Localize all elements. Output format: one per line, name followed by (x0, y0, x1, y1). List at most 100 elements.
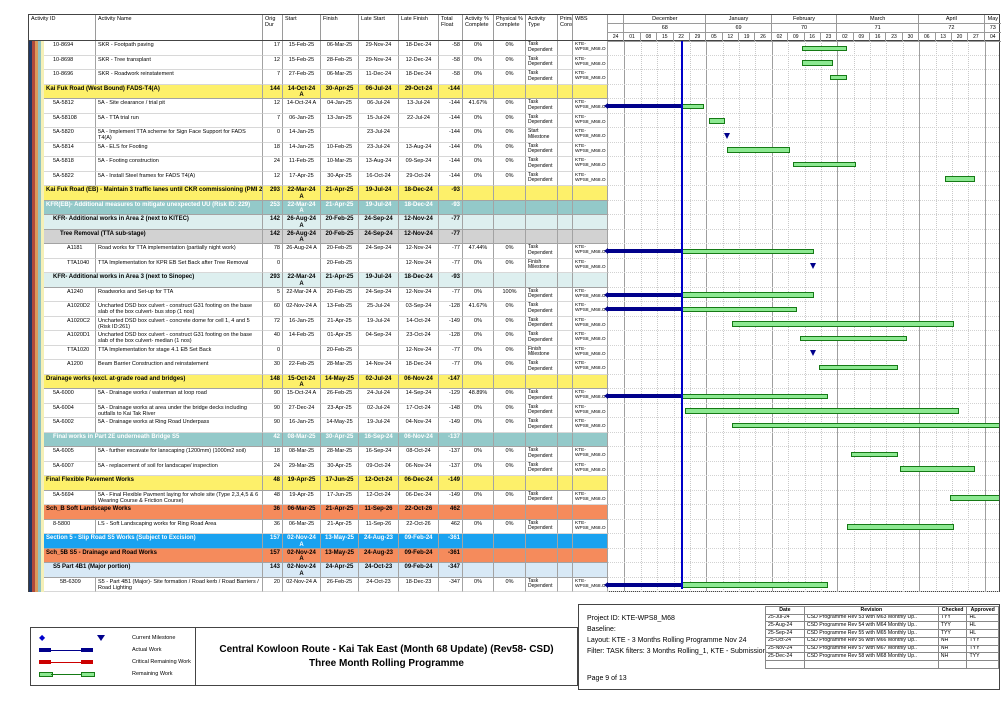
revision-row: 25-Sep-24 CSD Programme Rev 55 with M65 M… (765, 629, 999, 638)
cell-finish: 13-May-25 (321, 548, 359, 563)
remaining-work-bar (792, 161, 856, 167)
row-data: Kai Fuk Road (EB) - Maintain 3 traffic l… (29, 186, 608, 201)
cell-activity-type: Start Milestone (526, 128, 558, 143)
group-row: S5 Part 4B1 (Major portion) 143 02-Nov-24 … (29, 563, 999, 578)
revision-cell: CSD Programme Rev 54 with M64 Monthly Up… (803, 621, 939, 631)
task-row: 5A-6004 5A - Drainage works at area under… (29, 403, 999, 418)
legend-swatch-actual-work (37, 646, 132, 654)
cell-activity-pct: 0% (463, 331, 494, 346)
actual-work-bar (604, 291, 681, 298)
cell-activity-id: TTA1040 (29, 258, 96, 273)
gantt-gridline (837, 41, 839, 592)
cell-wbs (573, 200, 608, 215)
cell-activity-id: 5A-5694 (29, 490, 96, 505)
cell-orig-dur: 7 (263, 70, 283, 85)
cell-late-start: 24-Sep-24 (359, 287, 399, 302)
cell-activity-pct: 0% (463, 316, 494, 331)
cell-prima-const (558, 548, 573, 563)
cell-activity-pct (463, 563, 494, 578)
legend-swatch-remaining-work (37, 670, 132, 678)
cell-activity-pct (463, 548, 494, 563)
col-header-orig-dur: Orig Dur (263, 15, 283, 40)
row-data: TTA1020 TTA Implementation for stage 4.1 … (29, 345, 608, 360)
cell-physical-pct (494, 200, 526, 215)
cell-finish (321, 128, 359, 143)
cell-activity-name: Road works for TTA implementation (parti… (96, 244, 263, 259)
cell-activity-type: Finish Milestone (526, 258, 558, 273)
gantt-gridline (739, 41, 740, 592)
cell-total-float: -129 (439, 389, 463, 404)
revision-cell: TYY (966, 636, 999, 646)
cell-wbs (573, 84, 608, 99)
cell-orig-dur: 18 (263, 447, 283, 462)
gantt-gridline (902, 41, 904, 592)
cell-late-start: 24-Aug-23 (359, 548, 399, 563)
cell-physical-pct: 100% (494, 287, 526, 302)
cell-start: 02-Nov-24 A (283, 302, 321, 317)
cell-physical-pct (494, 432, 526, 447)
timeline-week: 09 (788, 33, 805, 42)
cell-activity-name: SKR - Footpath paving (96, 41, 263, 56)
task-row: 5A-5820 5A - Implement TTA scheme for Sig… (29, 128, 999, 143)
remaining-work-bar (680, 292, 814, 298)
legend-item-label: Current Milestone (132, 635, 176, 641)
wbs-stripe-5 (41, 41, 44, 592)
cell-activity-pct: 41.67% (463, 99, 494, 114)
cell-activity-name: S5 - Part 4B1 (Major)- Site formation / … (96, 577, 263, 592)
task-row: 8-5800 LS - Soft Landscaping works for Ri… (29, 519, 999, 534)
cell-activity-pct: 0% (463, 41, 494, 56)
cell-physical-pct: 0% (494, 403, 526, 418)
timeline-week-dates: 24 01 08 15 22 29 05 12 19 26 02 09 16 23 02 09 16 23 30 06… (608, 33, 1001, 42)
col-header-activity-type: Activity Type (526, 15, 558, 40)
cell-late-start: 04-Sep-24 (359, 331, 399, 346)
cell-late-start: 24-Sep-24 (359, 215, 399, 230)
gantt-row (604, 244, 999, 259)
cell-activity-name: SKR - Tree transplant (96, 55, 263, 70)
cell-orig-dur: 0 (263, 128, 283, 143)
revision-cell: HL (966, 621, 999, 631)
cell-activity-id: 5A-5820 (29, 128, 96, 143)
cell-activity-type (526, 476, 558, 491)
cell-finish: 21-Apr-25 (321, 519, 359, 534)
gantt-row (608, 418, 999, 433)
timeline-week: 23 (820, 33, 838, 42)
cell-late-finish: 22-Oct-26 (399, 519, 439, 534)
cell-finish: 28-Mar-25 (321, 447, 359, 462)
cell-activity-type (526, 84, 558, 99)
cell-physical-pct (494, 374, 526, 389)
cell-late-start: 15-Jul-24 (359, 113, 399, 128)
cell-activity-name: Uncharted DSD box culvert - construct G3… (96, 302, 263, 317)
cell-late-start: 19-Jul-24 (359, 418, 399, 433)
actual-work-bar (604, 306, 681, 312)
cell-prima-const (558, 157, 573, 172)
wbs-color-stripes (29, 41, 44, 592)
cell-orig-dur: 12 (263, 55, 283, 70)
col-header-prima-const: Prima Const (558, 15, 573, 40)
cell-orig-dur: 148 (263, 374, 283, 389)
cell-activity-type: Finish Milestone (526, 345, 558, 360)
gantt-gridline (853, 41, 855, 592)
cell-activity-id: 8-5800 (29, 519, 96, 534)
cell-orig-dur: 157 (263, 548, 283, 563)
cell-physical-pct: 0% (494, 345, 526, 360)
gantt-row (608, 317, 999, 331)
timeline-week: 20 (951, 33, 969, 42)
cell-late-finish: 09-Sep-24 (399, 157, 439, 172)
cell-wbs: KTE-WPS8_M68.O (573, 99, 608, 114)
cell-orig-dur: 5 (263, 287, 283, 302)
cell-physical-pct: 0% (494, 490, 526, 505)
row-data: A1020D1 Uncharted DSD box culvert - const… (29, 331, 608, 346)
revision-cell: NH (937, 636, 968, 646)
cell-activity-type: Task Dependent (526, 577, 558, 592)
cell-activity-type (526, 186, 558, 201)
cell-wbs: KTE-WPS8_M68.O (573, 70, 608, 85)
group-row: Final Flexible Pavement Works 48 19-Apr-25… (29, 476, 999, 491)
timeline-header: December January February March April May 68 69… (608, 15, 1001, 42)
row-data: Kai Fuk Road (West Bound) FADS-T4(A) 144 1… (29, 84, 608, 99)
cell-activity-name: 5A - ELS for Footing (96, 142, 263, 157)
cell-late-finish: 09-Feb-24 (399, 534, 439, 549)
cell-physical-pct: 0% (494, 447, 526, 462)
cell-wbs: KTE-WPS8_M68.O (573, 447, 608, 462)
task-row: 5A-6007 5A - replacement of soil for land… (29, 461, 999, 476)
cell-total-float: -144 (439, 113, 463, 128)
